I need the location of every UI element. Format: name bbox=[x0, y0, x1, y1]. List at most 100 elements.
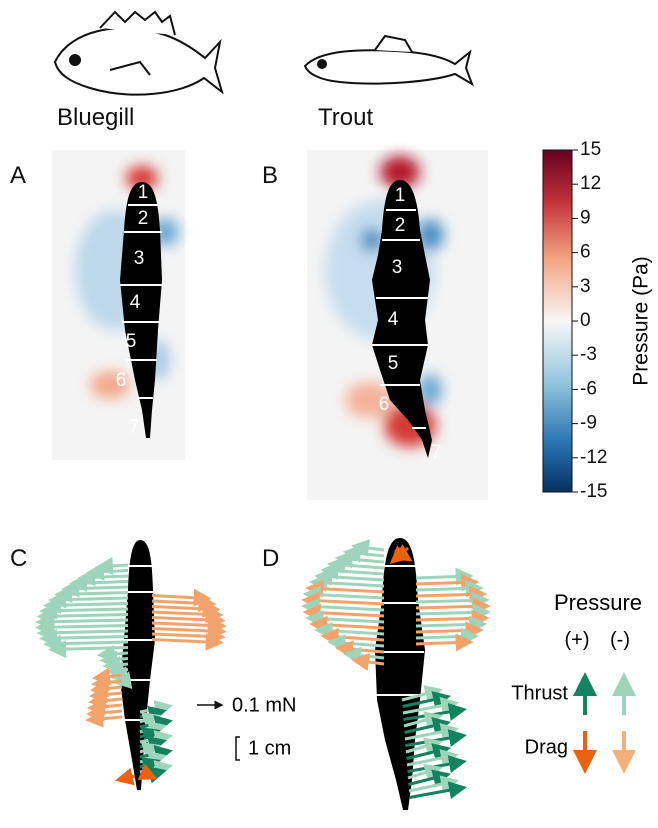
force-arrow bbox=[96, 644, 129, 663]
force-arrow bbox=[151, 632, 224, 651]
legend-thrust: Thrust bbox=[511, 682, 568, 704]
panel-label: D bbox=[262, 545, 279, 572]
force-arrow bbox=[99, 650, 129, 669]
force-arrow bbox=[36, 623, 129, 642]
legend-arrows bbox=[573, 672, 636, 774]
force-arrow bbox=[415, 609, 490, 628]
colorbar bbox=[542, 149, 573, 493]
force-arrow bbox=[89, 685, 123, 704]
force-arrow bbox=[320, 562, 385, 580]
force-arrow bbox=[68, 573, 129, 592]
force-arrow bbox=[43, 596, 129, 615]
body-d bbox=[375, 538, 425, 810]
force-arrow bbox=[314, 621, 385, 640]
force-arrow bbox=[36, 607, 129, 626]
force-arrow bbox=[389, 545, 410, 564]
force-arrow bbox=[54, 585, 129, 604]
force-arrow bbox=[415, 633, 474, 652]
segment-label: 7 bbox=[431, 442, 442, 463]
segment-label: 4 bbox=[130, 292, 141, 313]
length-scale: 1 cm bbox=[248, 737, 291, 759]
force-arrow bbox=[151, 605, 224, 624]
legend-positive: (+) bbox=[565, 629, 590, 651]
segment-label: 5 bbox=[126, 331, 137, 352]
trout-icon bbox=[303, 34, 474, 87]
force-arrow bbox=[88, 691, 123, 710]
force-arrow bbox=[415, 585, 488, 604]
force-arrow bbox=[415, 603, 491, 622]
force-arrow bbox=[351, 653, 385, 671]
fish-label: Bluegill bbox=[57, 104, 134, 131]
force-arrow bbox=[314, 567, 385, 586]
segment-label: 1 bbox=[395, 185, 406, 206]
force-arrow bbox=[95, 557, 129, 575]
length-bracket bbox=[235, 736, 240, 761]
colorbar-tick-label: -9 bbox=[580, 413, 597, 434]
force-arrow bbox=[305, 579, 385, 598]
pressure-field-b bbox=[307, 150, 488, 500]
force-arrow bbox=[35, 612, 129, 631]
force-arrow bbox=[151, 621, 227, 640]
colorbar-tick-label: 12 bbox=[580, 173, 601, 194]
force-arrow bbox=[402, 696, 459, 715]
force-arrow bbox=[86, 703, 123, 722]
fish-label: Trout bbox=[318, 104, 373, 131]
bluegill-icon bbox=[53, 10, 224, 96]
segment-label: 7 bbox=[129, 417, 140, 438]
force-arrow bbox=[334, 550, 385, 569]
colorbar-label: Pressure (Pa) bbox=[630, 256, 653, 386]
segment-label: 5 bbox=[388, 353, 399, 374]
segment-label: 1 bbox=[138, 182, 149, 203]
force-arrow bbox=[301, 597, 385, 616]
force-arrow bbox=[415, 615, 488, 634]
force-arrow bbox=[43, 634, 129, 653]
force-arrow bbox=[39, 601, 129, 620]
legend-drag: Drag bbox=[525, 736, 568, 758]
force-arrow bbox=[105, 660, 129, 679]
colorbar-tick-label: -3 bbox=[580, 344, 597, 365]
force-arrow bbox=[415, 621, 484, 640]
colorbar-tick-label: 9 bbox=[580, 207, 591, 228]
colorbar-tick-label: 0 bbox=[580, 310, 591, 331]
force-arrow bbox=[115, 767, 136, 786]
segment-label: 3 bbox=[134, 248, 145, 269]
colorbar-tick-label: -15 bbox=[580, 481, 607, 502]
panel-label: B bbox=[262, 162, 278, 189]
force-arrow bbox=[415, 567, 474, 586]
segment-label: 6 bbox=[116, 370, 127, 391]
force-arrow bbox=[151, 610, 226, 629]
force-arrow bbox=[351, 539, 385, 557]
force-arrow bbox=[86, 562, 129, 581]
force-arrow bbox=[404, 723, 459, 741]
force-arrow bbox=[39, 629, 129, 648]
force-arrow bbox=[48, 640, 129, 659]
force-arrow bbox=[90, 679, 123, 698]
force-arrow bbox=[151, 594, 217, 613]
force-arrow bbox=[309, 615, 385, 634]
force-arrow bbox=[415, 591, 490, 610]
force-arrow bbox=[61, 579, 129, 598]
segment-label: 6 bbox=[379, 394, 390, 415]
legend-title: Pressure bbox=[554, 590, 642, 615]
force-arrow bbox=[302, 585, 385, 604]
body-c bbox=[120, 540, 155, 790]
force-arrow bbox=[305, 609, 385, 628]
force-arrow bbox=[309, 573, 385, 592]
force-arrow bbox=[102, 655, 129, 674]
force-arrow bbox=[320, 628, 385, 646]
force-arrow bbox=[409, 781, 467, 800]
force-arrow bbox=[87, 697, 123, 716]
force-arrow bbox=[85, 709, 123, 728]
panel-label: C bbox=[10, 545, 27, 572]
colorbar-tick-label: 6 bbox=[580, 242, 591, 263]
force-arrow bbox=[301, 591, 385, 610]
force-arrow bbox=[415, 573, 480, 592]
force-arrow bbox=[415, 579, 484, 598]
force-arrow bbox=[151, 588, 212, 607]
colorbar-tick-label: 15 bbox=[580, 139, 601, 160]
colorbar-tick-label: 3 bbox=[580, 276, 591, 297]
force-arrow bbox=[342, 544, 385, 563]
force-scale: 0.1 mN bbox=[232, 694, 296, 716]
force-arrow bbox=[327, 556, 385, 575]
